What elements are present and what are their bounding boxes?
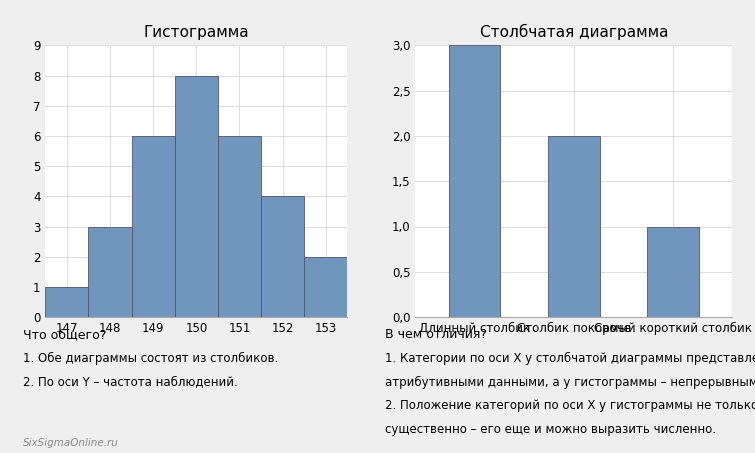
Bar — [261, 196, 304, 317]
Title: Гистограмма: Гистограмма — [143, 25, 249, 40]
Text: 2. По оси Y – частота наблюдений.: 2. По оси Y – частота наблюдений. — [23, 376, 237, 389]
Text: 2. Положение категорий по оси Х у гистограммы не только: 2. Положение категорий по оси Х у гистог… — [385, 399, 755, 412]
Text: существенно – его еще и можно выразить численно.: существенно – его еще и можно выразить ч… — [385, 423, 716, 436]
Bar — [131, 136, 174, 317]
Title: Столбчатая диаграмма: Столбчатая диаграмма — [479, 24, 668, 40]
Text: В чем отличия?: В чем отличия? — [385, 328, 487, 342]
Bar — [304, 257, 347, 317]
Bar — [45, 287, 88, 317]
Text: 1. Категории по оси Х у столбчатой диаграммы представлены: 1. Категории по оси Х у столбчатой диагр… — [385, 352, 755, 365]
Bar — [548, 136, 599, 317]
Bar — [174, 76, 218, 317]
Text: 1. Обе диаграммы состоят из столбиков.: 1. Обе диаграммы состоят из столбиков. — [23, 352, 278, 365]
Text: Что общего?: Что общего? — [23, 328, 106, 342]
Bar — [218, 136, 261, 317]
Text: атрибутивными данными, а у гистограммы – непрерывными.: атрибутивными данными, а у гистограммы –… — [385, 376, 755, 389]
Bar — [647, 226, 698, 317]
Text: SixSigmaOnline.ru: SixSigmaOnline.ru — [23, 439, 119, 448]
Bar — [449, 45, 501, 317]
Bar — [88, 226, 131, 317]
